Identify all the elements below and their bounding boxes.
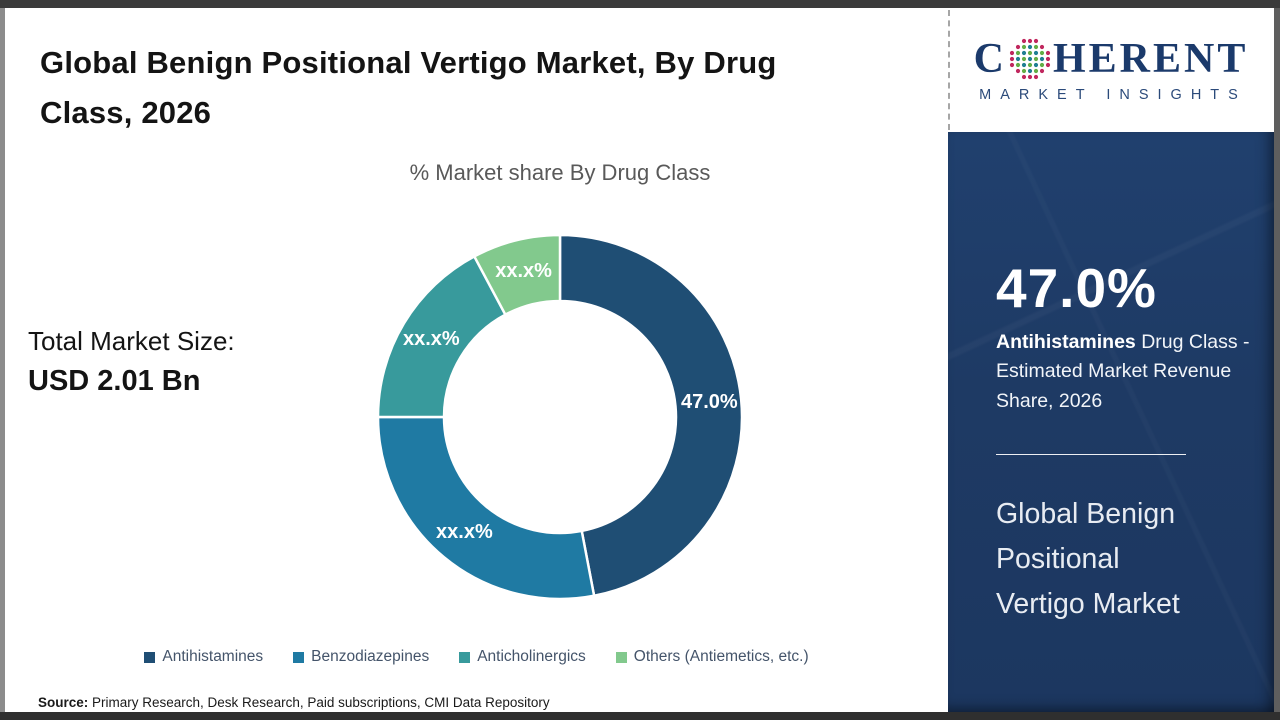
globe-dot [1009, 50, 1015, 56]
globe-dot [1033, 44, 1039, 50]
sidebar-divider-line [996, 454, 1186, 455]
dashed-separator [948, 10, 950, 130]
legend-item: Benzodiazepines [293, 648, 429, 666]
chart-legend: Antihistamines Benzodiazepines Anticholine… [5, 648, 948, 666]
frame-right-border [1274, 8, 1280, 712]
chart-title: % Market share By Drug Class [409, 160, 711, 185]
donut-segment-others [472, 233, 562, 317]
source-line: Source: Primary Research, Desk Research,… [38, 695, 550, 710]
globe-dot [1021, 44, 1027, 50]
globe-dot [1027, 74, 1033, 80]
brand-logo: C HERENT MARKET INSIGHTS [948, 8, 1274, 132]
globe-dot [1039, 56, 1045, 62]
globe-dot [1027, 44, 1033, 50]
brand-subtitle: MARKET INSIGHTS [979, 87, 1247, 103]
legend-item: Others (Antiemetics, etc.) [615, 648, 809, 666]
globe-dot [1033, 68, 1039, 74]
globe-dot [1033, 62, 1039, 68]
legend-item: Antihistamines [144, 648, 263, 666]
globe-dot [1027, 62, 1033, 68]
legend-label: Benzodiazepines [311, 648, 430, 665]
globe-dot [1015, 44, 1021, 50]
globe-dot [1039, 68, 1045, 74]
donut-slice-label: xx.x% [495, 260, 552, 282]
globe-dot [1021, 56, 1027, 62]
highlight-percentage: 47.0% [996, 257, 1157, 319]
globe-dot [1009, 56, 1015, 62]
globe-dot [1033, 38, 1039, 44]
highlight-drug-class: Antihistamines [996, 331, 1136, 353]
sidebar: C HERENT MARKET INSIGHTS 47.0% Antihista… [948, 8, 1274, 712]
globe-dot [1045, 50, 1051, 56]
globe-dot [1039, 62, 1045, 68]
globe-dot [1015, 50, 1021, 56]
globe-dot [1039, 44, 1045, 50]
globe-dot [1021, 62, 1027, 68]
page-title: Global Benign Positional Vertigo Market,… [40, 45, 777, 131]
globe-dot [1027, 68, 1033, 74]
legend-swatch-icon [459, 651, 471, 663]
total-market-size-value: USD 2.01 Bn [28, 365, 201, 397]
globe-dot [1033, 50, 1039, 56]
globe-dot [1027, 50, 1033, 56]
total-market-size-label: Total Market Size: [28, 326, 235, 356]
legend-swatch-icon [144, 651, 156, 663]
brand-letters-rest: HERENT [1052, 36, 1249, 82]
globe-dot [1015, 62, 1021, 68]
main-content: Global Benign Positional Vertigo Market,… [5, 8, 948, 712]
legend-item: Anticholinergics [459, 648, 586, 666]
globe-dot [1027, 56, 1033, 62]
highlight-description-rest: Drug Class - Estimated Market Revenue Sh… [996, 331, 1250, 412]
donut-segment-benzodiazepines [376, 415, 596, 601]
donut-chart: 47.0% xx.x% xx.x% xx.x% [370, 227, 750, 607]
donut-segment-antihistamines [558, 233, 744, 598]
highlight-description: Antihistamines Drug Class - Estimated Ma… [996, 328, 1254, 416]
globe-dot [1021, 74, 1027, 80]
frame-bottom-border [0, 712, 1280, 720]
globe-dot [1045, 56, 1051, 62]
sidebar-panel: 47.0% Antihistamines Drug Class - Estima… [948, 132, 1274, 712]
brand-letter-c: C [973, 36, 1007, 82]
source-text: Primary Research, Desk Research, Paid su… [88, 695, 550, 710]
coherent-globe-icon [1009, 38, 1051, 80]
globe-dot [1039, 50, 1045, 56]
globe-dot [1009, 62, 1015, 68]
source-label: Source: [38, 695, 89, 710]
globe-dot [1021, 38, 1027, 44]
globe-dot [1033, 56, 1039, 62]
legend-label: Antihistamines [162, 648, 264, 665]
donut-slice-label: xx.x% [436, 521, 493, 543]
donut-slice-label: xx.x% [403, 328, 460, 350]
globe-dot [1015, 56, 1021, 62]
globe-dot [1015, 68, 1021, 74]
donut-chart-svg: 47.0% xx.x% xx.x% xx.x% [376, 233, 744, 601]
sidebar-market-name: Global Benign Positional Vertigo Market [996, 498, 1180, 621]
globe-dot [1027, 38, 1033, 44]
donut-slice-label: 47.0% [681, 391, 738, 413]
globe-dot [1033, 74, 1039, 80]
legend-label: Anticholinergics [477, 648, 586, 665]
frame-left-border [0, 8, 5, 712]
globe-dot [1021, 50, 1027, 56]
globe-dot [1021, 68, 1027, 74]
globe-dot [1045, 62, 1051, 68]
legend-label: Others (Antiemetics, etc.) [633, 648, 809, 665]
total-market-size-block: Total Market Size: USD 2.01 Bn [28, 326, 235, 398]
legend-swatch-icon [293, 651, 305, 663]
legend-swatch-icon [615, 651, 627, 663]
brand-wordmark: C HERENT [974, 37, 1249, 81]
frame-top-border [0, 0, 1280, 8]
